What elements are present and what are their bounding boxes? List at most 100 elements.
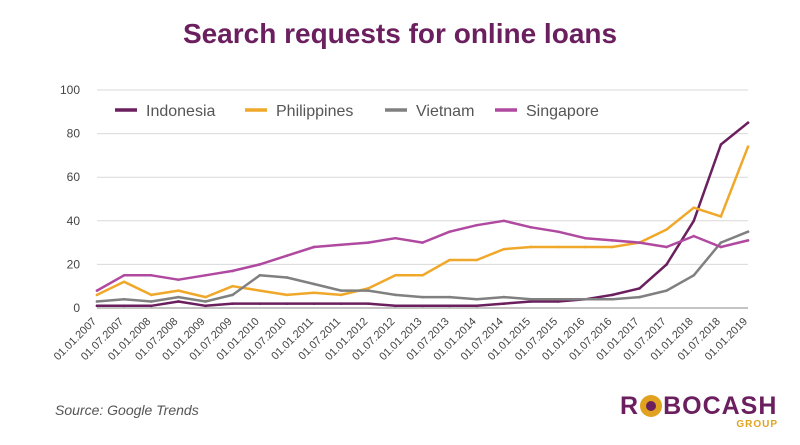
robocash-logo: R BOCASH GROUP <box>620 392 790 437</box>
data-point <box>394 236 397 240</box>
data-point <box>95 300 99 303</box>
data-point <box>339 243 343 247</box>
data-point <box>339 302 343 305</box>
data-point <box>285 302 289 305</box>
source-note: Source: Google Trends <box>55 402 199 418</box>
data-point <box>258 289 262 292</box>
data-point <box>149 274 153 277</box>
data-point <box>556 300 560 303</box>
data-point <box>719 245 723 249</box>
data-point <box>122 274 126 277</box>
y-tick-label: 80 <box>67 127 81 141</box>
data-point <box>529 297 533 301</box>
legend-label: Philippines <box>276 103 353 120</box>
data-point <box>231 269 234 273</box>
data-point <box>204 300 207 303</box>
data-point <box>149 300 153 303</box>
data-point <box>611 239 614 242</box>
data-point <box>719 143 723 146</box>
data-point <box>421 304 424 308</box>
data-point <box>692 219 696 223</box>
data-point <box>611 245 614 249</box>
legend-label: Singapore <box>526 103 599 120</box>
chart-title: Search requests for online loans <box>182 18 618 49</box>
data-point <box>204 295 207 299</box>
data-point <box>285 293 289 297</box>
data-point <box>475 223 479 227</box>
data-point <box>204 304 207 308</box>
data-point <box>448 295 451 299</box>
data-point <box>285 276 289 279</box>
data-point <box>122 304 126 308</box>
data-point <box>638 241 641 244</box>
data-point <box>556 297 560 301</box>
data-point <box>312 302 316 305</box>
data-point <box>529 300 533 303</box>
data-point <box>746 121 750 124</box>
data-point <box>339 293 343 297</box>
y-tick-label: 20 <box>67 257 81 271</box>
y-tick-label: 0 <box>73 301 80 315</box>
data-point <box>556 245 560 249</box>
data-point <box>95 289 99 292</box>
data-point <box>95 293 99 297</box>
y-tick-label: 40 <box>67 214 81 228</box>
data-point <box>665 289 668 292</box>
data-point <box>231 293 234 297</box>
data-point <box>638 287 641 290</box>
data-point <box>475 258 479 262</box>
data-point <box>583 236 587 240</box>
data-point <box>149 293 153 297</box>
data-point <box>95 304 99 308</box>
logo-wordmark: R BOCASH <box>620 392 778 420</box>
data-point <box>366 241 370 244</box>
data-point <box>502 295 506 299</box>
data-point <box>448 304 451 308</box>
data-point <box>231 302 234 305</box>
data-point <box>529 245 533 249</box>
y-tick-label: 100 <box>60 83 80 97</box>
data-point <box>177 289 180 292</box>
logo-coin-icon <box>640 395 663 417</box>
data-point <box>285 254 289 257</box>
data-point <box>394 293 397 297</box>
data-point <box>366 287 370 290</box>
data-point <box>665 263 668 266</box>
series-line-indonesia <box>95 121 750 308</box>
data-point <box>746 230 750 233</box>
data-point <box>394 304 397 308</box>
data-point <box>312 282 316 286</box>
data-point <box>475 304 479 308</box>
legend-label: Indonesia <box>146 103 215 120</box>
data-point <box>719 241 723 244</box>
data-point <box>204 274 207 277</box>
data-point <box>149 304 153 308</box>
data-point <box>177 295 180 299</box>
data-point <box>339 289 343 292</box>
data-point <box>122 280 126 284</box>
data-point <box>421 241 424 244</box>
data-point <box>258 302 262 305</box>
data-point <box>638 295 641 299</box>
data-point <box>231 284 234 288</box>
data-point <box>312 245 316 249</box>
data-point <box>366 289 370 292</box>
data-point <box>692 274 696 277</box>
data-point <box>448 230 451 233</box>
data-point <box>177 278 180 281</box>
data-point <box>421 295 424 299</box>
y-tick-label: 60 <box>67 170 81 184</box>
data-point <box>502 219 506 223</box>
data-point <box>258 263 262 266</box>
data-point <box>611 297 614 301</box>
data-point <box>746 239 750 242</box>
data-point <box>583 297 587 301</box>
logo-subtext: GROUP <box>736 419 778 430</box>
data-point <box>502 247 506 251</box>
data-point <box>258 274 262 277</box>
data-point <box>692 234 696 238</box>
data-point <box>583 245 587 249</box>
data-point <box>502 302 506 305</box>
data-point <box>177 300 180 303</box>
